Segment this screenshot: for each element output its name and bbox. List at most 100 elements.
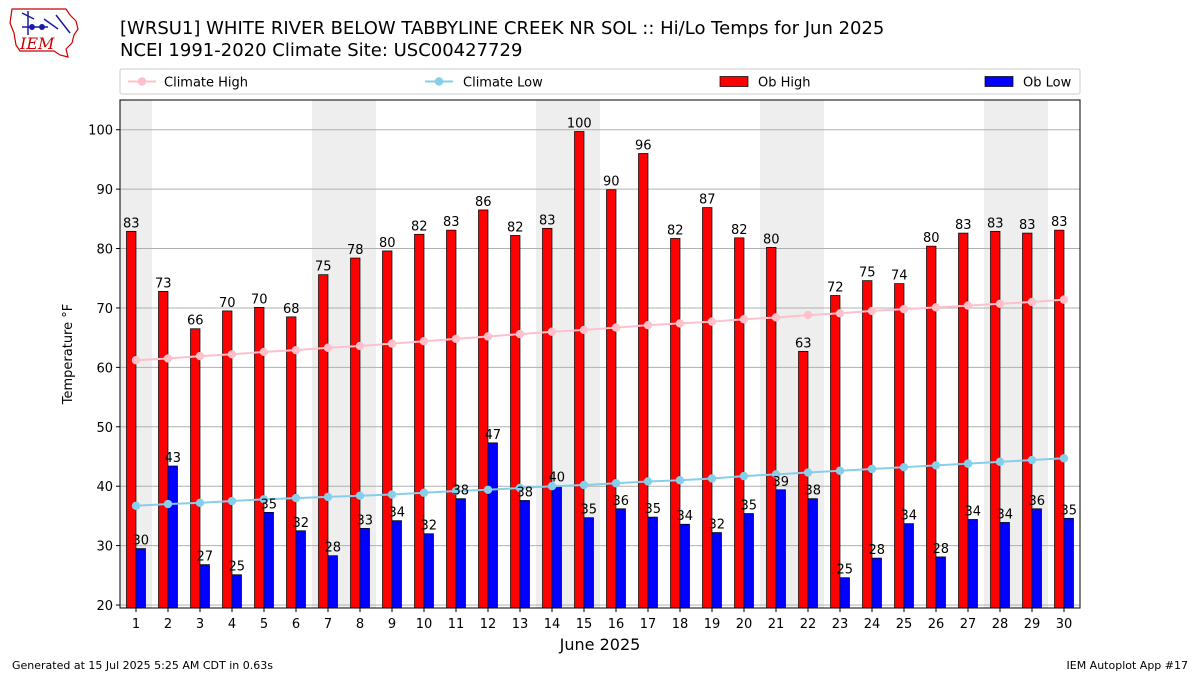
ob-low-bar — [935, 556, 946, 609]
ob-high-bar — [958, 232, 969, 609]
x-tick-label: 12 — [480, 617, 497, 632]
ob-low-label: 34 — [676, 509, 693, 524]
climate-high-point — [1027, 297, 1037, 307]
climate-high-point — [483, 332, 493, 341]
legend-box — [119, 68, 1081, 95]
x-tick-label: 9 — [388, 617, 396, 632]
ob-high-label: 75 — [859, 266, 876, 281]
y-tick-label: 50 — [96, 421, 113, 436]
ob-high-label: 78 — [347, 243, 364, 258]
x-tick-label: 6 — [292, 617, 300, 632]
ob-high-label: 63 — [795, 336, 812, 351]
ob-high-label: 83 — [955, 218, 972, 233]
ob-low-label: 32 — [292, 516, 309, 531]
ob-high-bar — [990, 230, 1001, 609]
x-tick-label: 15 — [576, 617, 593, 632]
ob-high-bar — [734, 237, 745, 609]
climate-high-point — [291, 345, 301, 355]
climate-low-point — [899, 462, 909, 472]
ob-low-bar — [999, 522, 1010, 609]
climate-high-point — [163, 354, 173, 363]
legend-climate-high-label: Climate High — [164, 76, 248, 91]
x-tick-label: 11 — [448, 617, 465, 632]
ob-high-label: 83 — [987, 216, 1004, 231]
ob-low-bar — [359, 528, 370, 609]
climate-low-point — [291, 493, 301, 503]
ob-low-bar — [455, 498, 466, 609]
climate-low-point — [867, 464, 877, 474]
x-tick-label: 1 — [132, 617, 140, 632]
climate-high-point — [227, 350, 237, 359]
climate-high-line — [135, 298, 1065, 362]
x-tick-label: 20 — [736, 617, 753, 632]
ob-low-bar — [903, 523, 914, 609]
ob-low-bar — [391, 520, 402, 609]
x-tick-label: 25 — [896, 617, 913, 632]
ob-high-label: 73 — [155, 276, 172, 291]
x-tick-label: 5 — [260, 617, 268, 632]
legend-ob-high-swatch — [719, 76, 749, 87]
ob-high-bar — [446, 229, 457, 609]
climate-high-point — [323, 343, 333, 352]
ob-low-label: 32 — [420, 519, 437, 534]
ob-high-label: 82 — [667, 223, 684, 238]
app-credit: IEM Autoplot App #17 — [1066, 659, 1189, 672]
y-tick-label: 90 — [96, 183, 113, 198]
climate-low-point — [547, 481, 557, 491]
climate-low-point — [1027, 455, 1037, 465]
x-tick-label: 10 — [416, 617, 433, 632]
ob-low-label: 43 — [164, 451, 181, 466]
legend-ob-low-swatch — [984, 76, 1014, 87]
ob-high-label: 72 — [827, 280, 844, 295]
ob-low-bar — [551, 485, 562, 609]
ob-low-bar — [263, 511, 274, 609]
ob-low-bar — [743, 513, 754, 609]
climate-low-point — [451, 486, 461, 496]
ob-low-bar — [583, 517, 594, 609]
climate-high-point — [803, 310, 813, 320]
ob-low-label: 38 — [516, 485, 533, 500]
climate-low-point — [259, 495, 269, 504]
climate-high-point — [579, 325, 589, 335]
climate-high-point — [963, 301, 973, 310]
ob-low-label: 34 — [388, 506, 405, 521]
climate-low-point — [515, 483, 525, 493]
ob-low-bar — [519, 500, 530, 609]
climate-high-point — [259, 347, 269, 357]
x-tick-label: 26 — [928, 617, 945, 632]
climate-low-point — [1059, 454, 1069, 463]
ob-low-bar — [1063, 517, 1074, 609]
ob-high-label: 83 — [443, 215, 460, 230]
ob-low-bar — [487, 442, 498, 609]
ob-low-label: 38 — [804, 484, 821, 499]
ob-high-label: 74 — [891, 269, 908, 284]
climate-low-point — [995, 457, 1005, 467]
ob-high-label: 80 — [379, 236, 396, 251]
legend-ob-low-label: Ob Low — [1023, 76, 1072, 91]
ob-high-label: 83 — [1051, 215, 1068, 230]
x-tick-label: 14 — [544, 617, 561, 632]
ob-high-bar — [766, 246, 777, 609]
ob-high-bar — [478, 209, 489, 609]
ob-high-bar — [574, 131, 585, 609]
x-tick-label: 21 — [768, 617, 785, 632]
ob-low-label: 28 — [324, 541, 341, 556]
ob-high-label: 80 — [923, 231, 940, 246]
ob-high-label: 68 — [283, 302, 300, 317]
ob-high-bar — [1054, 229, 1065, 609]
ob-low-bar — [775, 489, 786, 609]
ob-low-label: 27 — [196, 550, 213, 565]
climate-high-point — [355, 341, 365, 351]
ob-high-bar — [702, 207, 713, 609]
ob-low-label: 34 — [900, 509, 917, 524]
y-tick-label: 60 — [96, 361, 113, 376]
x-tick-label: 22 — [800, 617, 817, 632]
climate-high-point — [739, 315, 749, 324]
climate-low-point — [963, 459, 973, 468]
ob-high-label: 83 — [539, 213, 556, 228]
y-tick-label: 30 — [96, 540, 113, 555]
ob-high-label: 82 — [507, 220, 524, 235]
ob-low-label: 28 — [932, 542, 949, 557]
ob-low-label: 47 — [484, 428, 501, 443]
